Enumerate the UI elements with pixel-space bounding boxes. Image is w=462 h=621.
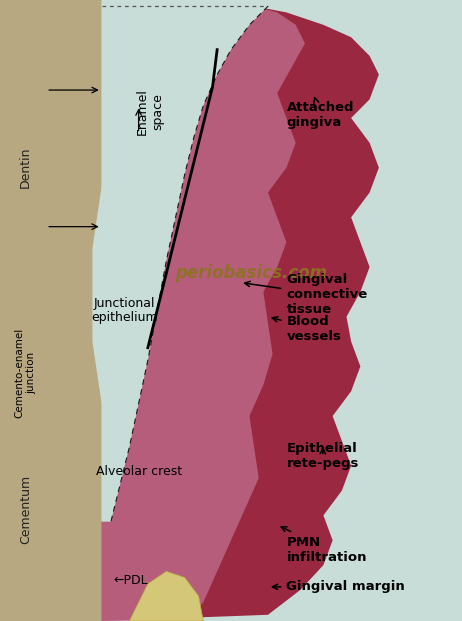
Polygon shape <box>129 571 203 621</box>
Text: Cementum: Cementum <box>19 474 32 544</box>
Text: Blood
vessels: Blood vessels <box>272 315 341 343</box>
Polygon shape <box>0 0 102 621</box>
Text: ←PDL: ←PDL <box>113 574 148 587</box>
Text: Gingival margin: Gingival margin <box>273 581 405 593</box>
Text: Cemento-enamel
junction: Cemento-enamel junction <box>15 327 36 418</box>
Text: Alveolar crest: Alveolar crest <box>96 466 182 478</box>
Text: Gingival
connective
tissue: Gingival connective tissue <box>245 273 368 317</box>
Polygon shape <box>102 6 305 621</box>
Polygon shape <box>102 0 268 522</box>
Text: Enamel
space: Enamel space <box>136 88 164 135</box>
Text: Attached
gingiva: Attached gingiva <box>286 97 354 129</box>
Text: Junctional
epithelium: Junctional epithelium <box>91 296 158 325</box>
Text: Dentin: Dentin <box>19 147 32 188</box>
Text: Epithelial
rete-pegs: Epithelial rete-pegs <box>286 442 359 471</box>
Text: periobasics.com: periobasics.com <box>176 265 328 282</box>
Polygon shape <box>102 6 379 621</box>
Text: PMN
infiltration: PMN infiltration <box>281 527 367 564</box>
